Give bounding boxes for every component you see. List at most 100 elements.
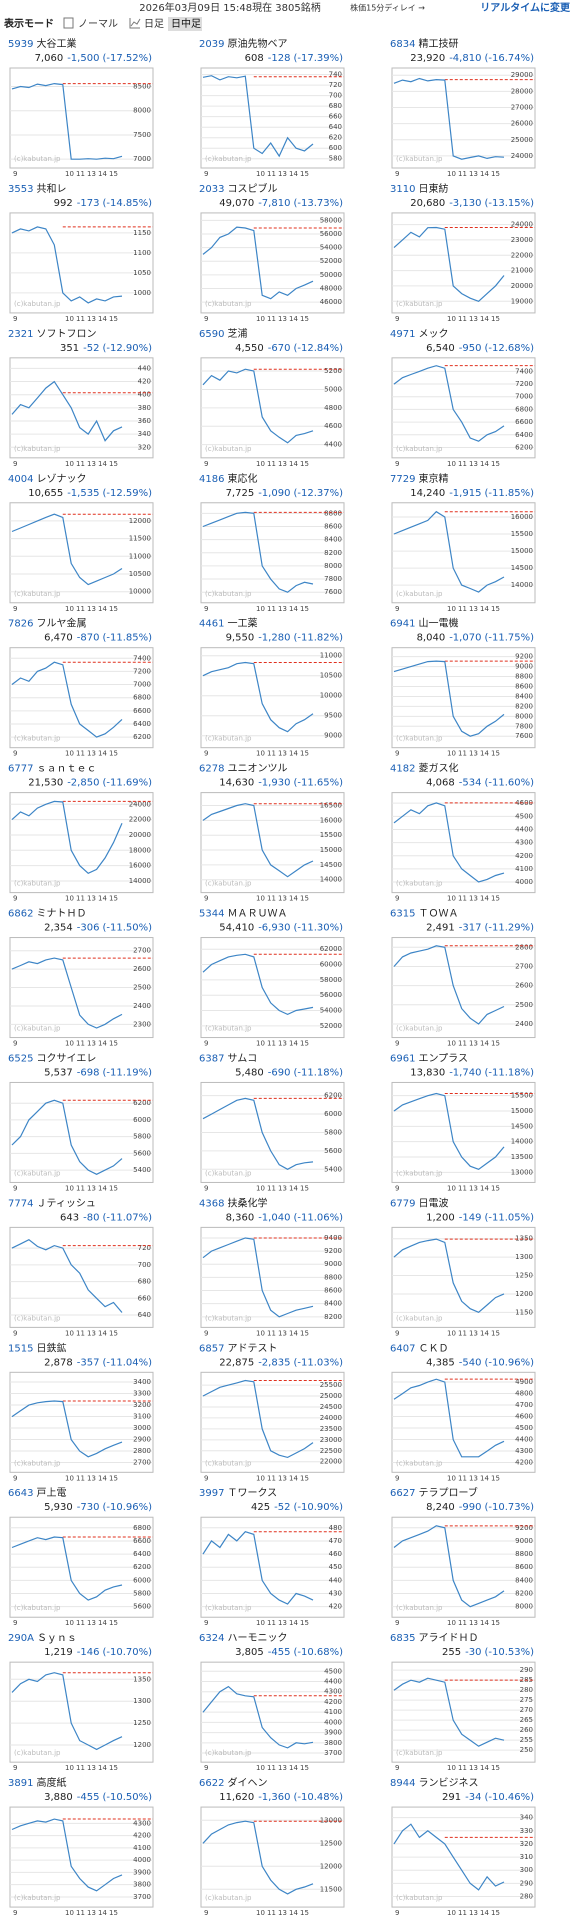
stock-card[interactable]: 7826 フルヤ金属 6,470 -870 (-11.85%) 6200 6400 6600 6…	[8, 617, 154, 758]
x-tick-label: 11	[76, 1474, 85, 1482]
stock-card[interactable]: 6862 ミナトＨＤ 2,354 -306 (-11.50%) 2300 2400 2500 2…	[8, 908, 154, 1048]
y-tick-label: 8600	[324, 522, 342, 530]
stock-card[interactable]: 3553 共和レ 992 -173 (-14.85%) 1000 1050 1100 1150 (…	[8, 183, 154, 323]
mode-daily[interactable]: 日足	[144, 18, 164, 30]
stock-card[interactable]: 2033 コスピブル 49,070 -7,810 (-13.73%) 46000 48000…	[199, 182, 345, 323]
stock-code: 6387	[199, 1053, 224, 1064]
stock-card[interactable]: 5939 大谷工業 7,060 -1,500 (-17.52%) 7000 7500 8000…	[8, 37, 154, 178]
y-tick-label: 6000	[324, 1110, 342, 1118]
stock-card[interactable]: 6835 アライドＨＤ 255 -30 (-10.53%) 250 255 260 265 270…	[390, 1632, 536, 1772]
stock-card[interactable]: 3891 高度紙 3,880 -455 (-10.50%) 3700 3800 3900 400…	[8, 1776, 154, 1917]
stock-card[interactable]: 6387 サムコ 5,480 -690 (-11.18%) 5400 5600 5800 600…	[199, 1052, 345, 1192]
y-tick-label: 9000	[324, 1260, 342, 1268]
x-tick-label: 13	[278, 605, 287, 613]
x-tick-label: 10	[65, 605, 74, 613]
stock-card[interactable]: 4971 メック 6,540 -950 (-12.68%) 6200 6400 6600 680…	[390, 328, 536, 468]
stock-card[interactable]: 3997 Ｔワークス 425 -52 (-10.90%) 420 430 440 450 460 4…	[199, 1487, 345, 1627]
stock-title: 3891 高度紙	[8, 1776, 66, 1789]
stock-name: 高度紙	[36, 1776, 66, 1789]
mode-intraday[interactable]: 日中足	[171, 17, 201, 30]
stock-card[interactable]: 2321 ソフトフロン 351 -52 (-12.90%) 320 340 360 380 400…	[8, 329, 154, 468]
change-pct: (-11.03%)	[293, 1357, 343, 1368]
y-tick-label: 4000	[515, 878, 533, 886]
x-tick-label: 14	[289, 1474, 298, 1482]
stock-card[interactable]: 6941 山一電機 8,040 -1,070 (-11.75%) 7600 7800 8000…	[390, 617, 536, 758]
chart-frame	[200, 212, 345, 314]
x-tick-label: 11	[76, 315, 85, 323]
stock-code: 6278	[199, 764, 224, 775]
stock-title: 7826 フルヤ金属	[8, 617, 86, 630]
change-pct: (-11.69%)	[102, 778, 152, 789]
stock-card[interactable]: 6961 エンプラス 13,830 -1,740 (-11.18%) 13000 13500…	[390, 1052, 536, 1192]
stock-code: 6961	[390, 1053, 415, 1064]
price-line	[393, 660, 505, 737]
stock-name: 大谷工業	[36, 37, 76, 50]
price-line	[202, 1820, 314, 1895]
stock-card[interactable]: 6834 精工技研 23,920 -4,810 (-16.74%) 24000 25000 2…	[390, 37, 536, 178]
x-tick-label: 14	[289, 1329, 298, 1337]
realtime-link[interactable]: リアルタイムに変更	[480, 1, 571, 14]
x-tick-label: 13	[278, 895, 287, 903]
stock-card[interactable]: 5344 ＭＡＲＵＷＡ 54,410 -6,930 (-11.30%) 52000 5400…	[199, 909, 345, 1048]
stock-card[interactable]: 2039 原油先物ベア 608 -128 (-17.39%) 580 600 620 640 66…	[199, 37, 345, 178]
x-tick-label: 11	[76, 1040, 85, 1048]
stock-card[interactable]: 6324 ハーモニック 3,805 -455 (-10.68%) 3700 3800 3900…	[199, 1632, 345, 1772]
change: -4,810	[449, 53, 481, 64]
stock-card[interactable]: 7729 東京精 14,240 -1,915 (-11.85%) 14000 14500 15…	[390, 472, 536, 613]
stock-card[interactable]: 6777 ｓａｎｔｅｃ 21,530 -2,850 (-11.69%) 14000 1600…	[8, 764, 154, 903]
y-tick-label: 3000	[133, 1424, 151, 1432]
stock-card[interactable]: 290A Ｓｙｎｓ 1,219 -146 (-10.70%) 1200 1250 1300 13…	[8, 1633, 154, 1772]
y-tick-label: 2700	[133, 1459, 151, 1467]
stock-title: 6779 日電波	[390, 1196, 448, 1209]
change-pct: (-11.06%)	[293, 1212, 343, 1223]
stock-card[interactable]: 6779 日電波 1,200 -149 (-11.05%) 1150 1200 1250 130…	[390, 1196, 536, 1337]
x-tick-label: 9	[13, 315, 17, 323]
y-tick-label: 6800	[133, 694, 151, 702]
y-tick-label: 15500	[511, 530, 533, 538]
y-tick-label: 54000	[320, 1007, 342, 1015]
y-tick-label: 4200	[515, 852, 533, 860]
stock-quote: 608 -128 (-17.39%)	[245, 53, 343, 64]
y-tick-label: 2400	[515, 1020, 533, 1028]
stock-card[interactable]: 8944 ランビジネス 291 -34 (-10.46%) 280 290 300 310 320…	[390, 1777, 536, 1917]
x-tick-label: 11	[458, 1329, 467, 1337]
y-tick-label: 660	[329, 113, 342, 121]
y-tick-label: 4900	[515, 1378, 533, 1386]
stock-card[interactable]: 1515 日鉄鉱 2,878 -357 (-11.04%) 2700 2800 2900 300…	[8, 1341, 154, 1482]
stock-quote: 8,240 -990 (-10.73%)	[426, 1502, 534, 1513]
stock-name: 芝浦	[227, 327, 247, 340]
stock-card[interactable]: 6622 ダイヘン 11,620 -1,360 (-10.48%) 11500 12000 1…	[199, 1776, 345, 1917]
stock-card[interactable]: 6627 テラプローブ 8,240 -990 (-10.73%) 8000 8200 8400…	[390, 1486, 536, 1627]
x-tick-label: 14	[480, 1764, 489, 1772]
x-tick-label: 15	[109, 1040, 118, 1048]
stock-card[interactable]: 6590 芝浦 4,550 -670 (-12.84%) 4400 4600 4800 5000…	[199, 327, 345, 468]
x-tick-label: 9	[395, 315, 399, 323]
stock-card[interactable]: 7774 Ｊティッシュ 643 -80 (-11.07%) 640 660 680 700 720…	[8, 1198, 154, 1337]
change: -1,535	[67, 488, 99, 499]
stock-card[interactable]: 4186 東応化 7,725 -1,090 (-12.37%) 7600 7800 8000 8…	[199, 472, 345, 613]
stock-card[interactable]: 6315 ＴＯＷＡ 2,491 -317 (-11.29%) 2400 2500 2600 27…	[390, 909, 536, 1048]
change: -455	[268, 1647, 291, 1658]
stock-card[interactable]: 4004 レゾナック 10,655 -1,535 (-12.59%) 10000 10500…	[8, 473, 154, 613]
y-tick-label: 4500	[515, 1424, 533, 1432]
stock-card[interactable]: 6643 戸上電 5,930 -730 (-10.96%) 5600 5800 6000 620…	[8, 1487, 154, 1627]
stock-card[interactable]: 6278 ユニオンツル 14,630 -1,930 (-11.65%) 14000 1450…	[199, 763, 345, 903]
x-tick-label: 14	[480, 1040, 489, 1048]
y-tick-label: 8600	[515, 1563, 533, 1571]
mode-normal[interactable]: ノーマル	[78, 19, 118, 30]
stock-card[interactable]: 4368 扶桑化学 8,360 -1,040 (-11.06%) 8200 8400 8600…	[199, 1196, 345, 1337]
stock-card[interactable]: 3110 日東紡 20,680 -3,130 (-13.15%) 19000 20000 21…	[390, 182, 536, 323]
x-tick-label: 13	[87, 460, 96, 468]
y-tick-label: 11000	[320, 652, 342, 660]
stock-title: 6387 サムコ	[199, 1052, 257, 1064]
stock-card[interactable]: 4461 一工薬 9,550 -1,280 (-11.82%) 9000 9500 10000…	[199, 618, 345, 758]
y-tick-label: 26000	[511, 120, 533, 128]
stock-card[interactable]: 6857 アドテスト 22,875 -2,835 (-11.03%) 22000 22500…	[199, 1343, 345, 1482]
watermark: (c)kabutan.jp	[205, 1894, 252, 1902]
stock-card[interactable]: 6525 コクサイエレ 5,537 -698 (-11.19%) 5400 5600 5800…	[8, 1052, 154, 1192]
watermark: (c)kabutan.jp	[396, 735, 443, 743]
stock-card[interactable]: 4182 菱ガス化 4,068 -534 (-11.60%) 4000 4100 4200 43…	[390, 762, 536, 903]
x-tick-label: 14	[98, 1909, 107, 1917]
stock-card[interactable]: 6407 ＣＫＤ 4,385 -540 (-10.96%) 4200 4300 4400 450…	[390, 1343, 536, 1482]
x-tick-label: 11	[267, 605, 276, 613]
